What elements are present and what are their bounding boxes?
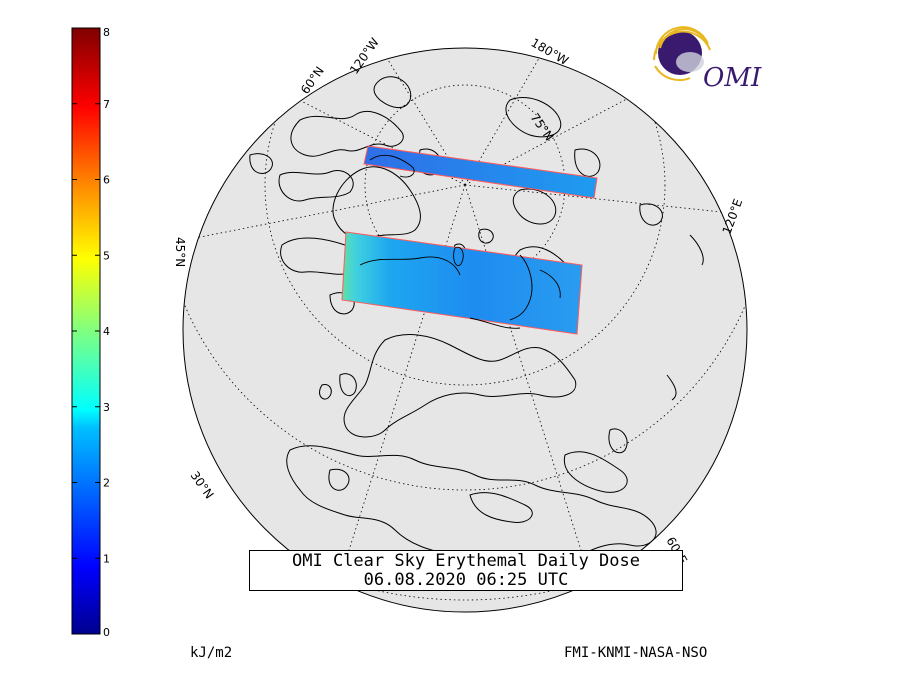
map-title: OMI Clear Sky Erythemal Daily Dose (292, 551, 640, 571)
lat-label-45n: 45°N (173, 237, 187, 267)
credit-label: FMI-KNMI-NASA-NSO (564, 645, 708, 661)
meridian-120w (384, 54, 466, 186)
units-label: kJ/m2 (190, 645, 233, 661)
colorbar: 0 1 2 3 4 5 6 7 8 (71, 26, 110, 639)
omi-logo: OMI (653, 26, 762, 93)
colorbar-tick-label: 6 (103, 174, 110, 187)
globe: 60°N 75°N 30°N 45°N 120°W 180°W 120°E 60… (173, 35, 748, 613)
colorbar-tick-label: 7 (103, 98, 110, 111)
colorbar-tick-label: 3 (103, 401, 110, 414)
lat-circle-60n (264, 48, 666, 386)
lat-label-30n: 30°N (188, 469, 217, 502)
map-timestamp: 06.08.2020 06:25 UTC (363, 570, 569, 590)
colorbar-tick-label: 1 (103, 552, 110, 565)
colorbar-tick-label: 4 (103, 325, 110, 338)
colorbar-tick-label: 2 (103, 477, 110, 490)
globe-disk (182, 47, 748, 613)
colorbar-tick-label: 0 (103, 626, 110, 639)
map-title-box: OMI Clear Sky Erythemal Daily Dose 06.08… (249, 550, 683, 591)
colorbar-tick-label: 8 (103, 26, 110, 39)
swath-north (363, 145, 598, 199)
meridian-120e (464, 184, 747, 216)
swath-coastlines (359, 154, 561, 329)
colorbar-tick-label: 5 (103, 249, 110, 262)
dose-swaths (341, 145, 598, 335)
logo-text: OMI (703, 63, 762, 93)
colorbar-ticks: 0 1 2 3 4 5 6 7 8 (72, 26, 110, 639)
